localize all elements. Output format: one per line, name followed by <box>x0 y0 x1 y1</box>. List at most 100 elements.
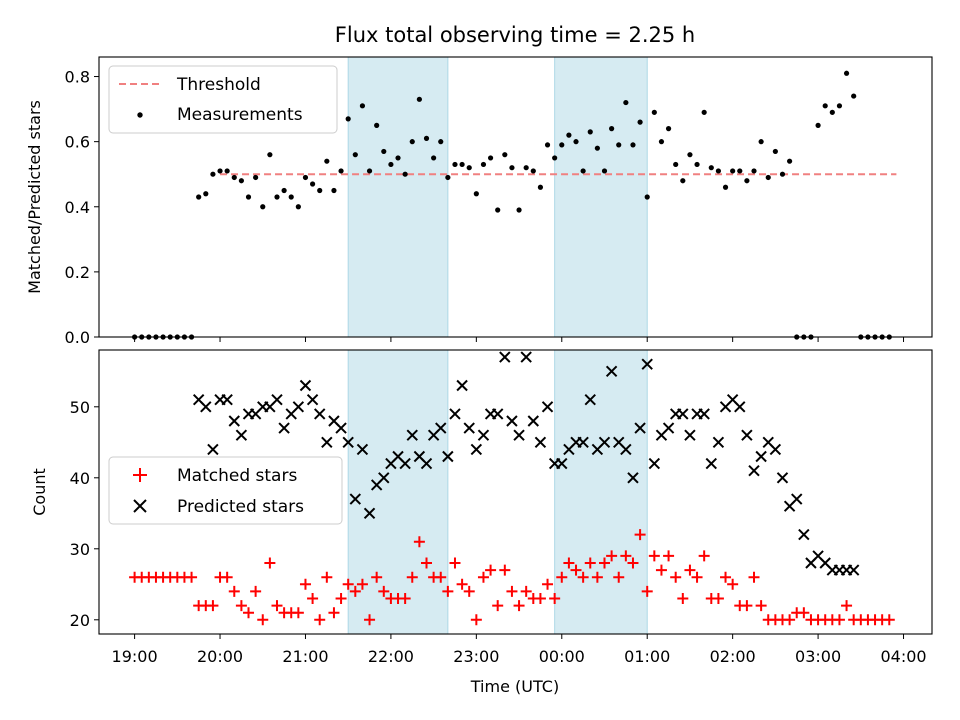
matched-star-marker <box>421 557 433 569</box>
bottom-legend: Matched stars Predicted stars <box>108 456 343 525</box>
bottom-y-ticks: 20 30 40 50 <box>70 398 99 630</box>
predicted-star-marker <box>456 379 468 392</box>
measurement-point <box>673 161 679 168</box>
measurement-point <box>438 139 444 145</box>
measurement-point <box>487 155 494 161</box>
measurement-point <box>665 126 672 132</box>
top-axes-frame <box>98 56 933 338</box>
matched-star-marker <box>655 564 667 576</box>
measurement-point <box>687 152 693 158</box>
shaded-interval <box>554 56 648 338</box>
predicted-star-marker <box>292 401 305 413</box>
top-y-tick-label: 0.6 <box>65 133 90 152</box>
predicted-star-marker <box>278 422 290 434</box>
top-y-tick-label: 0.2 <box>65 263 90 282</box>
matched-star-marker <box>584 557 596 569</box>
predicted-star-marker <box>235 429 248 441</box>
measurement-point <box>616 142 622 148</box>
measurement-point <box>630 142 636 148</box>
x-tick-label: 19:00 <box>112 647 158 666</box>
predicted-star-marker <box>520 351 532 363</box>
measurement-point <box>779 171 786 177</box>
measurement-point <box>544 142 551 148</box>
measurement-point <box>196 194 202 200</box>
matched-star-marker <box>371 571 383 583</box>
measurement-point <box>409 139 415 145</box>
measurement-point <box>281 187 287 194</box>
predicted-star-marker <box>634 422 646 434</box>
predicted-star-marker <box>299 379 312 392</box>
matched-star-marker <box>328 607 340 619</box>
measurement-point <box>609 126 615 132</box>
measurement-point <box>601 168 608 174</box>
x-tick-label: 04:00 <box>880 647 926 666</box>
matched-star-marker <box>727 578 739 590</box>
measurement-point <box>402 171 408 177</box>
matched-star-marker <box>641 585 653 597</box>
matched-star-marker <box>570 564 582 576</box>
predicted-star-marker <box>356 443 369 456</box>
predicted-stars-markers <box>192 351 860 576</box>
predicted-star-marker <box>648 457 661 470</box>
matched-star-marker <box>577 571 589 583</box>
matched-star-marker <box>186 571 198 583</box>
measurement-point <box>423 135 430 141</box>
measurement-point <box>715 168 722 174</box>
measurement-point <box>267 152 273 158</box>
legend-predicted-swatch <box>133 499 147 513</box>
predicted-star-marker <box>470 443 483 456</box>
matched-star-marker <box>271 600 283 612</box>
measurement-point <box>260 204 266 210</box>
matched-star-marker <box>342 578 354 590</box>
predicted-star-marker <box>698 408 710 420</box>
matched-star-marker <box>513 600 525 612</box>
predicted-star-marker <box>207 443 219 456</box>
matched-star-marker <box>833 614 845 626</box>
top-y-tick-label: 0.4 <box>65 198 90 217</box>
predicted-star-marker <box>363 507 376 520</box>
matched-star-marker <box>549 593 561 604</box>
bottom-shaded-regions <box>347 349 648 635</box>
measurement-point <box>295 204 301 210</box>
predicted-star-marker <box>321 436 333 449</box>
measurement-point <box>516 207 522 213</box>
predicted-star-marker <box>605 365 618 378</box>
predicted-star-marker <box>349 493 362 505</box>
predicted-star-marker <box>684 429 696 441</box>
x-tick-label: 03:00 <box>795 647 841 666</box>
x-tick-label: 21:00 <box>282 647 328 666</box>
measurement-point <box>815 122 821 128</box>
measurement-point <box>352 152 358 158</box>
matched-star-marker <box>399 593 411 604</box>
x-tick-label: 00:00 <box>539 647 585 666</box>
top-legend: Threshold Measurements <box>108 65 338 134</box>
measurement-point <box>210 171 216 177</box>
matched-star-marker <box>314 614 326 626</box>
measurement-point <box>644 194 650 200</box>
measurement-point <box>701 109 707 115</box>
predicted-star-marker <box>399 457 411 470</box>
matched-star-marker <box>741 600 753 612</box>
x-axis-label: Time (UTC) <box>470 677 559 696</box>
measurement-point <box>203 191 209 197</box>
measurement-point <box>231 174 237 181</box>
predicted-star-marker <box>271 393 283 406</box>
measurement-point <box>573 139 579 145</box>
matched-star-marker <box>243 607 255 619</box>
matched-star-marker <box>264 557 276 569</box>
measurement-point <box>366 168 373 174</box>
measurement-point <box>238 178 244 184</box>
matched-star-marker <box>378 585 390 597</box>
predicted-star-marker <box>541 401 554 413</box>
predicted-star-marker <box>420 457 433 470</box>
predicted-star-marker <box>378 472 390 484</box>
x-tick-label: 01:00 <box>624 647 670 666</box>
predicted-star-marker <box>748 464 760 477</box>
measurement-point <box>680 178 686 184</box>
predicted-star-marker <box>741 429 753 441</box>
matched-star-marker <box>798 607 810 619</box>
predicted-star-marker <box>627 472 639 484</box>
predicted-star-marker <box>463 422 475 434</box>
matched-star-marker <box>477 571 489 583</box>
